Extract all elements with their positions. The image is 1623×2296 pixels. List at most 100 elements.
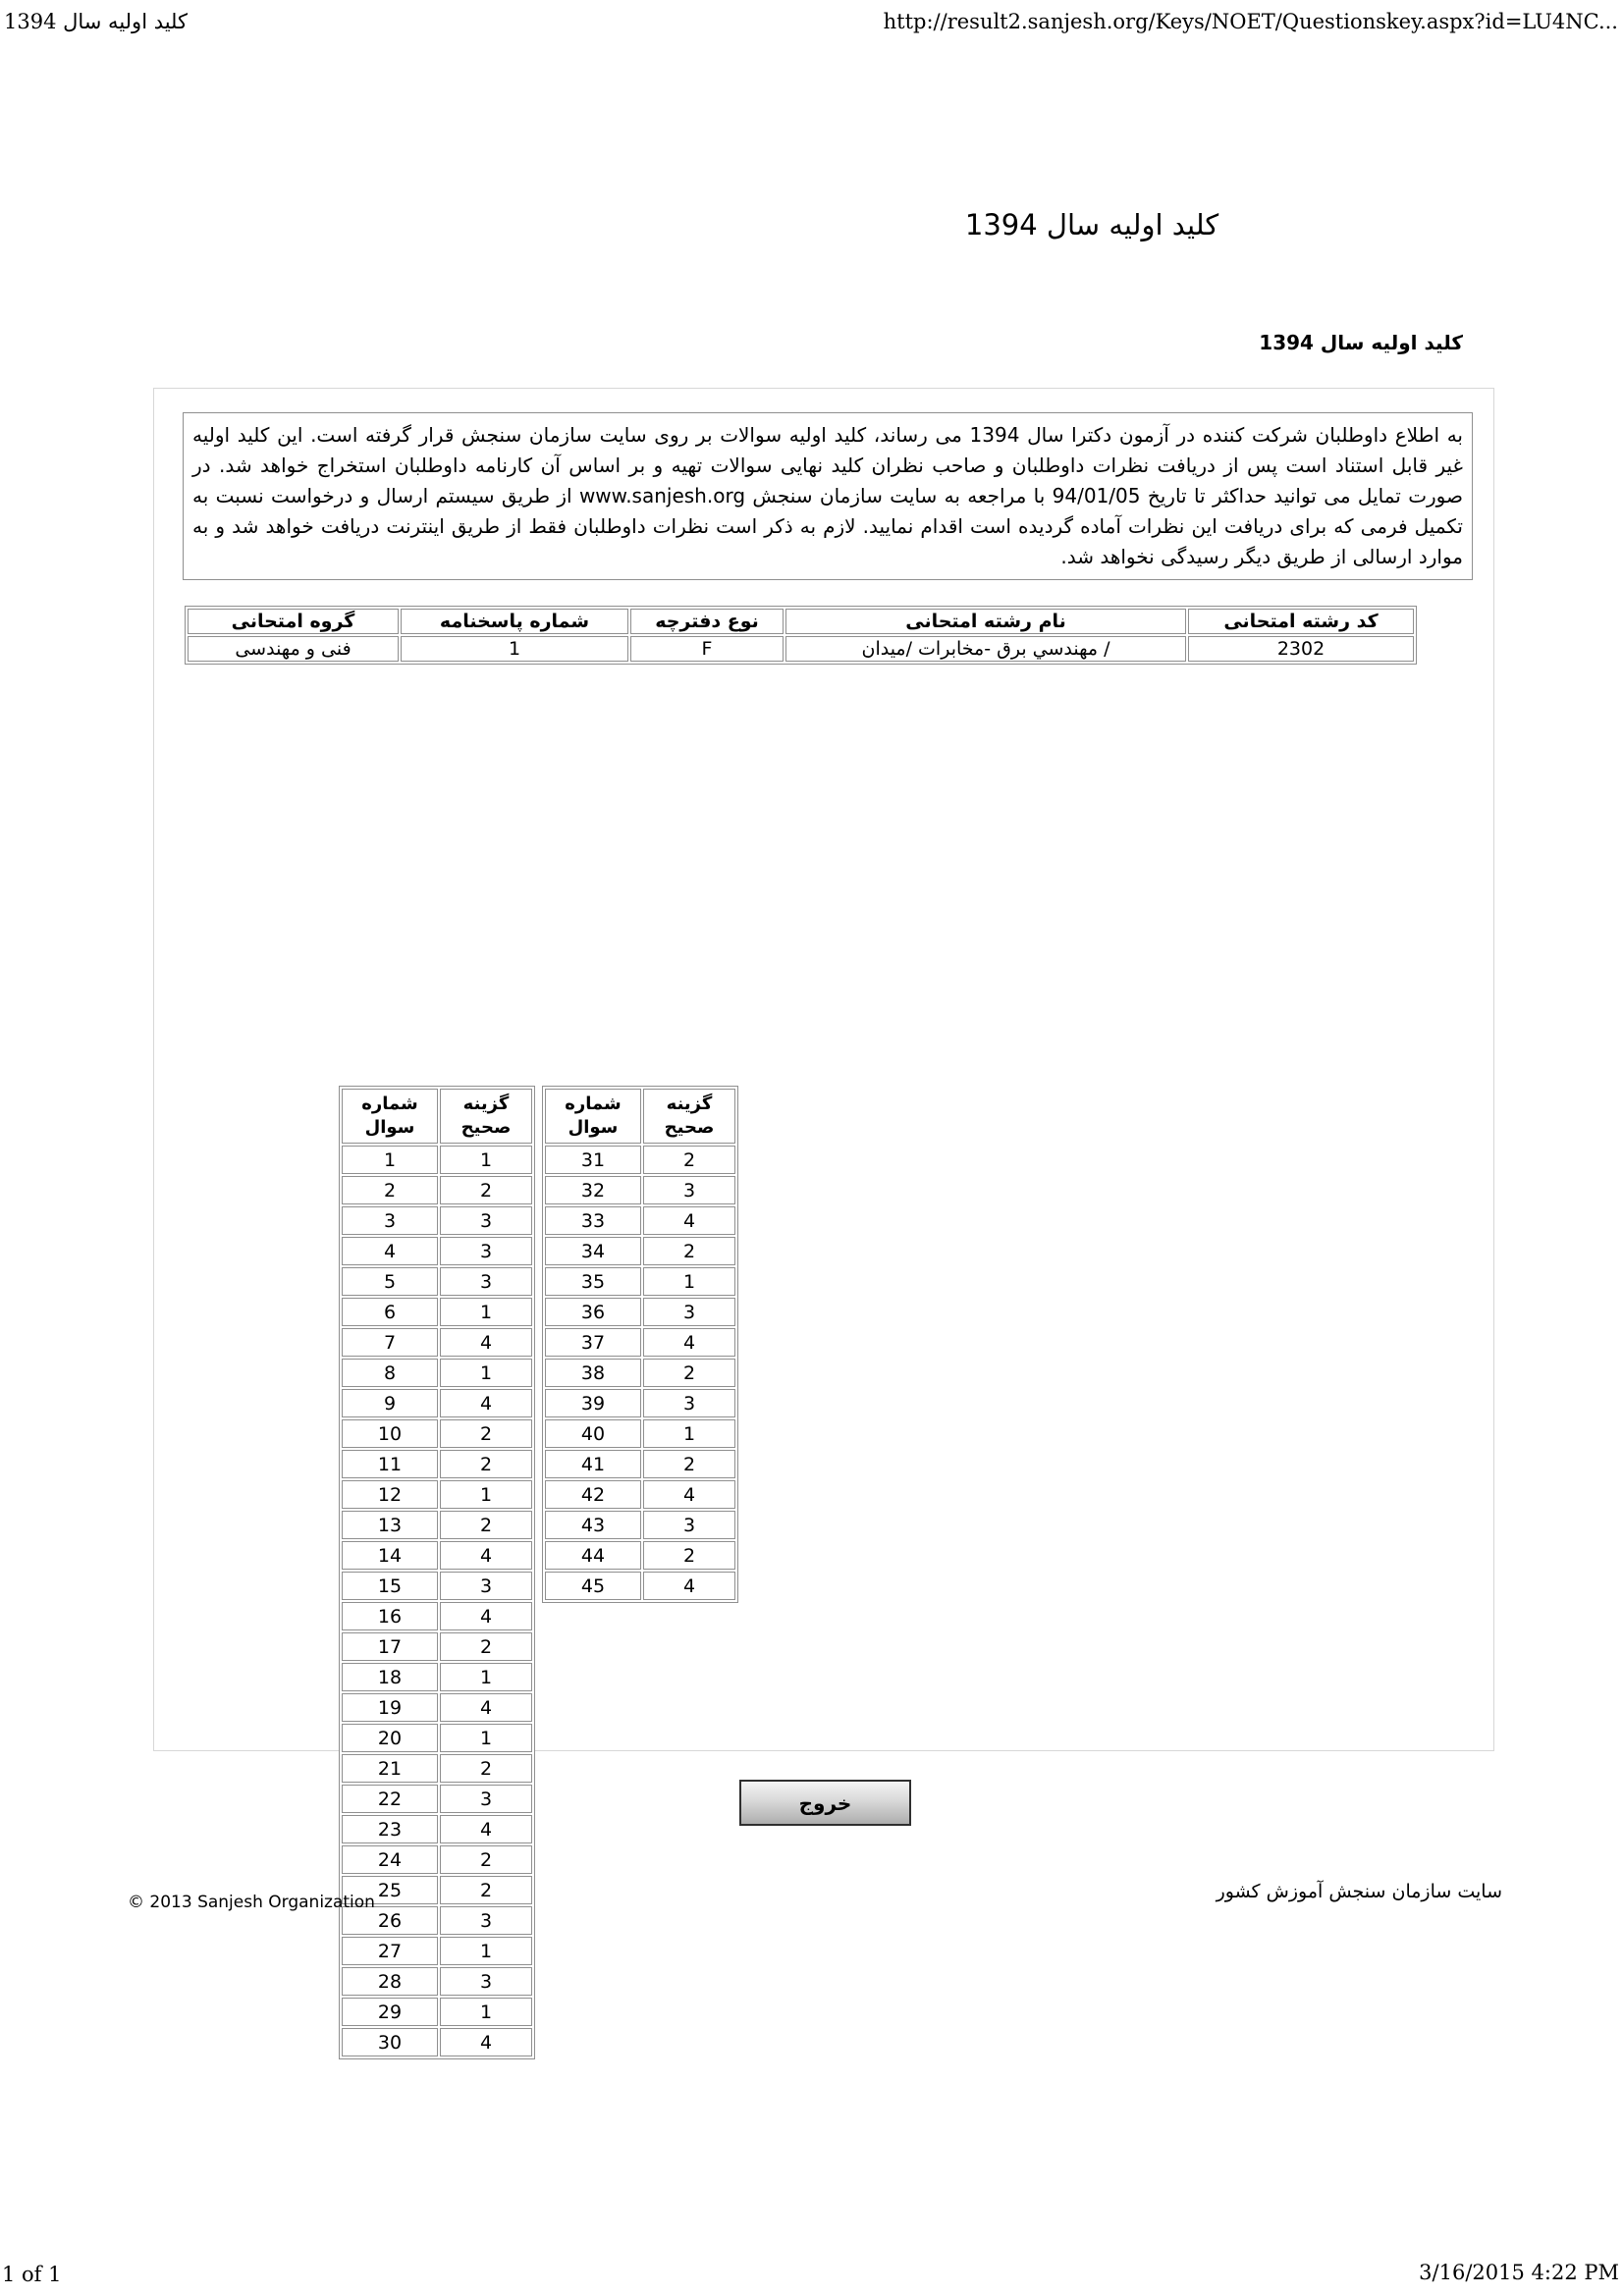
question-number: 38: [545, 1359, 641, 1387]
answer-row: 42 4: [545, 1480, 735, 1509]
question-number: 12: [342, 1480, 438, 1509]
answer-row: 18 1: [342, 1663, 532, 1691]
question-number: 15: [342, 1572, 438, 1600]
question-number: 6: [342, 1298, 438, 1326]
correct-option: 2: [440, 1632, 532, 1661]
question-number: 19: [342, 1693, 438, 1722]
question-number: 14: [342, 1541, 438, 1570]
answer-row: 13 2: [342, 1511, 532, 1539]
answer-row: 37 4: [545, 1328, 735, 1357]
question-number: 22: [342, 1785, 438, 1813]
correct-option: 4: [440, 1328, 532, 1357]
answer-row: 10 2: [342, 1419, 532, 1448]
question-number: 33: [545, 1206, 641, 1235]
correct-option: 2: [440, 1419, 532, 1448]
correct-option-column-header: گزینه صحیح: [440, 1089, 532, 1144]
correct-option: 3: [643, 1298, 735, 1326]
question-number: 3: [342, 1206, 438, 1235]
correct-option: 1: [440, 1937, 532, 1965]
correct-option: 1: [643, 1267, 735, 1296]
question-number: 17: [342, 1632, 438, 1661]
answer-row: 22 3: [342, 1785, 532, 1813]
answer-row: 27 1: [342, 1937, 532, 1965]
correct-option: 1: [643, 1419, 735, 1448]
question-number: 36: [545, 1298, 641, 1326]
answer-row: 12 1: [342, 1480, 532, 1509]
print-footer-timestamp: 3/16/2015 4:22 PM: [1419, 2261, 1619, 2284]
question-number: 4: [342, 1237, 438, 1265]
answer-row: 41 2: [545, 1450, 735, 1478]
exit-button[interactable]: خروج: [739, 1780, 911, 1826]
correct-option: 1: [440, 1663, 532, 1691]
section-title: کلید اولیه سال 1394: [1259, 331, 1463, 354]
correct-option: 4: [440, 1389, 532, 1417]
correct-option: 2: [440, 1845, 532, 1874]
footer-site-name: سایت سازمان سنجش آموزش کشور: [1216, 1881, 1502, 1902]
question-number: 11: [342, 1450, 438, 1478]
answer-row: 32 3: [545, 1176, 735, 1204]
answer-row: 31 2: [545, 1146, 735, 1174]
answer-row: 26 3: [342, 1906, 532, 1935]
page-title: کلید اولیه سال 1394: [964, 208, 1219, 241]
correct-option: 1: [440, 1724, 532, 1752]
question-number: 44: [545, 1541, 641, 1570]
footer-copyright: © 2013 Sanjesh Organization: [128, 1893, 375, 1912]
correct-option: 2: [440, 1176, 532, 1204]
exam-info-table: کد رشته امتحانی نام رشته امتحانی نوع دفت…: [185, 606, 1417, 665]
answer-row: 20 1: [342, 1724, 532, 1752]
value-field-code: 2302: [1188, 636, 1414, 662]
content-panel: به اطلاع داوطلبان شرکت کننده در آزمون دک…: [153, 388, 1494, 2059]
question-number: 43: [545, 1511, 641, 1539]
correct-option: 2: [440, 1511, 532, 1539]
answer-row: 43 3: [545, 1511, 735, 1539]
correct-option: 2: [440, 1876, 532, 1904]
question-number: 24: [342, 1845, 438, 1874]
answer-row: 23 4: [342, 1815, 532, 1843]
question-number: 10: [342, 1419, 438, 1448]
correct-option: 4: [440, 1602, 532, 1630]
answer-row: 34 2: [545, 1237, 735, 1265]
correct-option: 3: [440, 1572, 532, 1600]
correct-option-column-header: گزینه صحیح: [643, 1089, 735, 1144]
question-number: 41: [545, 1450, 641, 1478]
question-number: 5: [342, 1267, 438, 1296]
question-number: 23: [342, 1815, 438, 1843]
answer-row: 14 4: [342, 1541, 532, 1570]
correct-option: 4: [643, 1206, 735, 1235]
question-number: 20: [342, 1724, 438, 1752]
print-header-doc-title: کلید اولیه سال 1394: [4, 10, 189, 33]
value-sheet-number: 1: [401, 636, 628, 662]
question-number: 2: [342, 1176, 438, 1204]
question-number: 13: [342, 1511, 438, 1539]
correct-option: 1: [440, 1998, 532, 2026]
question-number: 39: [545, 1389, 641, 1417]
question-number: 28: [342, 1967, 438, 1996]
question-number-column-header: شماره سوال: [342, 1089, 438, 1144]
exam-info-header-row: کد رشته امتحانی نام رشته امتحانی نوع دفت…: [188, 609, 1414, 634]
correct-option: 2: [643, 1359, 735, 1387]
answer-key-header-row: شماره سوال گزینه صحیح: [342, 1089, 532, 1144]
question-number: 1: [342, 1146, 438, 1174]
answer-key-header-row: شماره سوال گزینه صحیح: [545, 1089, 735, 1144]
answer-key-table-2: شماره سوال گزینه صحیح 31 2 32 3 33 4 34 2 35 1 36 3…: [542, 1086, 738, 1603]
answer-row: 28 3: [342, 1967, 532, 1996]
notice-text: به اطلاع داوطلبان شرکت کننده در آزمون دک…: [192, 423, 1464, 568]
header-booklet-type: نوع دفترچه: [630, 609, 784, 634]
question-number: 9: [342, 1389, 438, 1417]
correct-option: 4: [643, 1328, 735, 1357]
answer-row: 24 2: [342, 1845, 532, 1874]
correct-option: 2: [440, 1450, 532, 1478]
question-number: 16: [342, 1602, 438, 1630]
correct-option: 3: [440, 1785, 532, 1813]
value-exam-group: فنی و مهندسی: [188, 636, 399, 662]
correct-option: 1: [440, 1480, 532, 1509]
header-sheet-number: شماره پاسخنامه: [401, 609, 628, 634]
